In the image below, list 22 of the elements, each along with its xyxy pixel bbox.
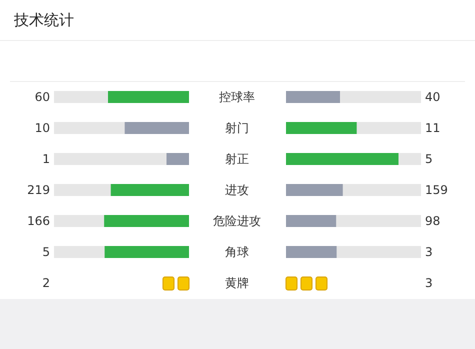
category-label: 黄牌 (225, 276, 249, 290)
data-label: 3 (425, 245, 433, 259)
data-label: 11 (425, 121, 440, 135)
data-label: 1 (42, 152, 50, 166)
data-label: 98 (425, 214, 440, 228)
data-label: 10 (34, 121, 50, 135)
data-label: 159 (425, 183, 448, 197)
data-label: 219 (27, 183, 50, 197)
data-label: 5 (42, 245, 50, 259)
category-label: 控球率 (219, 90, 255, 104)
data-label: 5 (425, 152, 433, 166)
category-label: 进攻 (225, 183, 249, 197)
text: 技术统计 (13, 11, 74, 29)
data-label: 166 (27, 214, 50, 228)
data-label: 3 (425, 276, 433, 290)
category-label: 射正 (225, 152, 249, 166)
category-label: 危险进攻 (213, 214, 261, 228)
data-label: 60 (34, 90, 50, 104)
category-label: 射门 (225, 121, 249, 135)
category-label: 角球 (225, 245, 249, 259)
data-label: 40 (425, 90, 440, 104)
data-label: 2 (42, 276, 50, 290)
